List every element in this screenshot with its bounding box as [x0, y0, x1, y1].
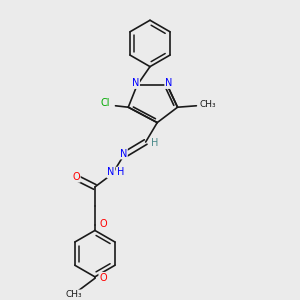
Text: O: O: [99, 219, 107, 229]
Text: H: H: [151, 138, 158, 148]
Text: O: O: [72, 172, 80, 182]
Text: CH₃: CH₃: [199, 100, 216, 109]
Text: H: H: [117, 167, 124, 178]
Text: N: N: [120, 148, 127, 159]
Text: N: N: [165, 78, 172, 88]
Text: Cl: Cl: [100, 98, 110, 109]
Text: N: N: [132, 78, 139, 88]
Text: CH₃: CH₃: [66, 290, 82, 299]
Text: N: N: [107, 167, 115, 178]
Text: O: O: [99, 273, 107, 283]
